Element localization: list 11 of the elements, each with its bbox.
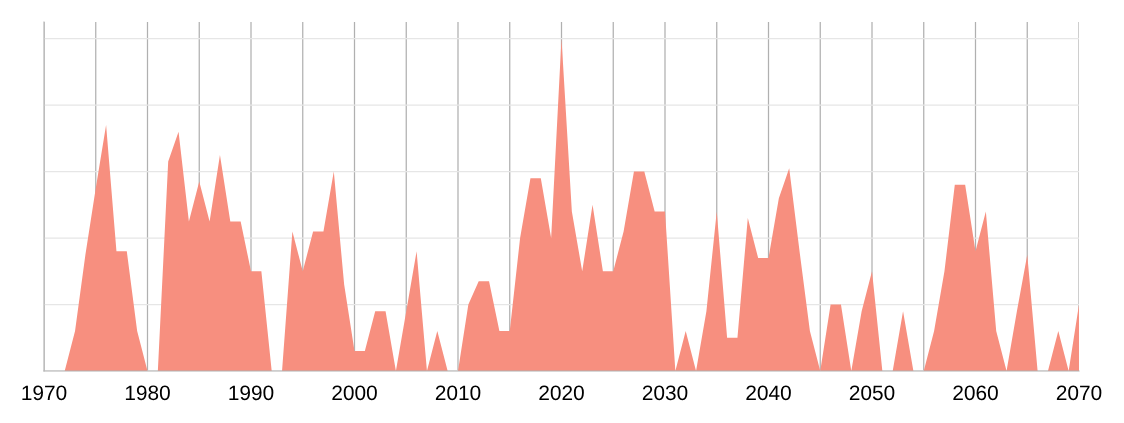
x-tick-label: 2060 [953,385,998,401]
x-tick-label: 1990 [229,385,274,401]
x-tick-label: 2050 [849,385,895,401]
x-tick-label: 2070 [1056,385,1102,401]
x-tick-label: 2040 [746,385,791,401]
x-tick-label: 2000 [332,385,377,401]
x-tick-label: 2010 [435,385,481,401]
x-tick-label: 1970 [22,385,67,401]
x-tick-label: 2020 [539,385,584,401]
x-tick-label: 2030 [642,385,688,401]
x-tick-label: 1980 [125,385,170,401]
